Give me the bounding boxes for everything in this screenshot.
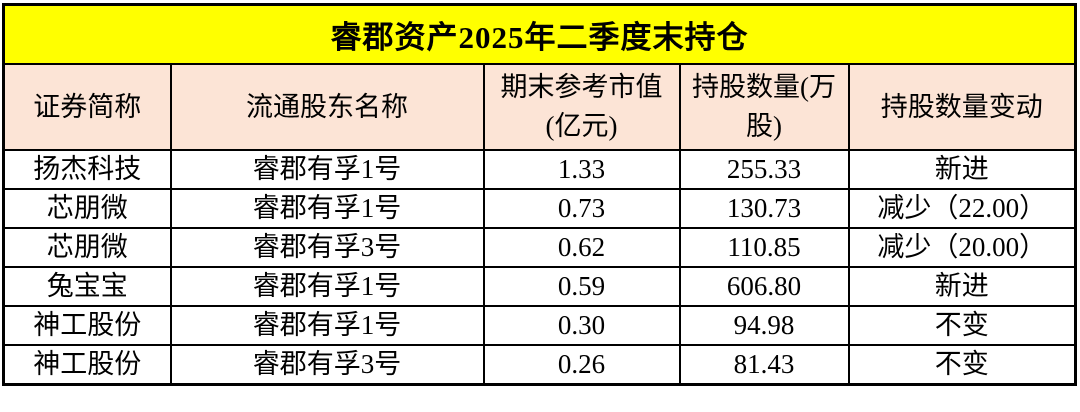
table-header-row: 证券简称 流通股东名称 期末参考市值 (亿元) 持股数量(万 股) 持股数量变动 <box>2 63 1077 151</box>
table-row: 芯朋微 睿郡有孚3号 0.62 110.85 减少（20.00） <box>2 227 1077 268</box>
shares-held-cell: 130.73 <box>678 188 850 229</box>
security-name-cell: 芯朋微 <box>2 227 172 268</box>
column-header-security-name: 证券简称 <box>2 63 172 151</box>
column-header-shareholder-name: 流通股东名称 <box>169 63 485 151</box>
table-title: 睿郡资产2025年二季度末持仓 <box>2 3 1077 65</box>
table-row: 神工股份 睿郡有孚1号 0.30 94.98 不变 <box>2 305 1077 346</box>
shareholder-name-cell: 睿郡有孚3号 <box>169 344 485 386</box>
table-title-row: 睿郡资产2025年二季度末持仓 <box>2 3 1077 65</box>
shares-change-cell: 不变 <box>847 305 1077 346</box>
shares-change-cell: 新进 <box>847 149 1077 190</box>
market-value-cell: 0.26 <box>482 344 681 386</box>
shares-change-cell: 不变 <box>847 344 1077 386</box>
shares-held-cell: 94.98 <box>678 305 850 346</box>
security-name-cell: 兔宝宝 <box>2 266 172 307</box>
column-header-shares-held: 持股数量(万 股) <box>678 63 850 151</box>
table-row: 神工股份 睿郡有孚3号 0.26 81.43 不变 <box>2 344 1077 386</box>
shares-held-cell: 81.43 <box>678 344 850 386</box>
security-name-cell: 神工股份 <box>2 305 172 346</box>
shareholder-name-cell: 睿郡有孚1号 <box>169 188 485 229</box>
column-header-shares-change: 持股数量变动 <box>847 63 1077 151</box>
security-name-cell: 扬杰科技 <box>2 149 172 190</box>
shares-change-cell: 新进 <box>847 266 1077 307</box>
table-row: 扬杰科技 睿郡有孚1号 1.33 255.33 新进 <box>2 149 1077 190</box>
shares-held-cell: 255.33 <box>678 149 850 190</box>
market-value-cell: 0.62 <box>482 227 681 268</box>
table-row: 兔宝宝 睿郡有孚1号 0.59 606.80 新进 <box>2 266 1077 307</box>
market-value-cell: 0.59 <box>482 266 681 307</box>
holdings-table: 睿郡资产2025年二季度末持仓 证券简称 流通股东名称 期末参考市值 (亿元) … <box>2 3 1077 386</box>
shareholder-name-cell: 睿郡有孚1号 <box>169 305 485 346</box>
security-name-cell: 芯朋微 <box>2 188 172 229</box>
column-header-market-value: 期末参考市值 (亿元) <box>482 63 681 151</box>
security-name-cell: 神工股份 <box>2 344 172 386</box>
market-value-cell: 0.73 <box>482 188 681 229</box>
table-row: 芯朋微 睿郡有孚1号 0.73 130.73 减少（22.00） <box>2 188 1077 229</box>
shareholder-name-cell: 睿郡有孚3号 <box>169 227 485 268</box>
shares-change-cell: 减少（20.00） <box>847 227 1077 268</box>
market-value-cell: 1.33 <box>482 149 681 190</box>
shareholder-name-cell: 睿郡有孚1号 <box>169 149 485 190</box>
shares-held-cell: 606.80 <box>678 266 850 307</box>
shares-change-cell: 减少（22.00） <box>847 188 1077 229</box>
market-value-cell: 0.30 <box>482 305 681 346</box>
shares-held-cell: 110.85 <box>678 227 850 268</box>
shareholder-name-cell: 睿郡有孚1号 <box>169 266 485 307</box>
